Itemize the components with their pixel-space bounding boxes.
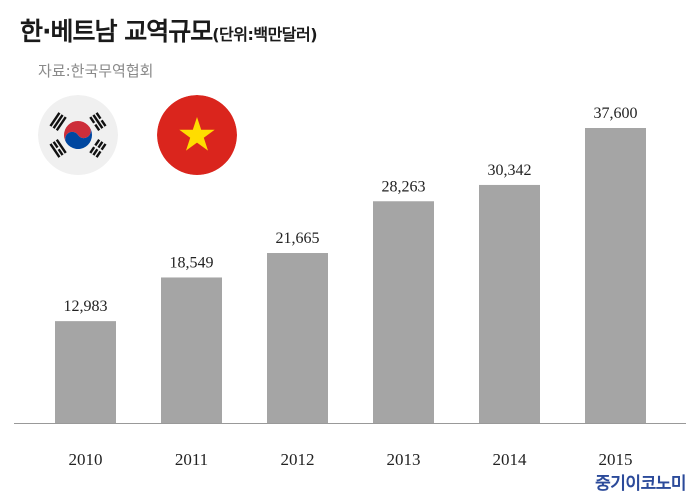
x-tick-2011: 2011 — [175, 450, 208, 469]
bar-2014 — [479, 184, 540, 423]
bar-2010 — [55, 321, 116, 423]
unit-label: (단위:백만달러) — [212, 25, 318, 44]
x-tick-2015: 2015 — [599, 450, 633, 469]
value-label-2010: 12,983 — [64, 298, 108, 315]
title-row: 한·베트남 교역규모(단위:백만달러) — [20, 12, 318, 48]
x-tick-2013: 2013 — [387, 450, 421, 469]
x-tick-labels-group: 2010 2011 2012 2013 2014 2015 — [69, 450, 633, 469]
brand-logo: 중기이코노미 — [595, 474, 686, 494]
source-label: 자료:한국무역협회 — [38, 62, 154, 80]
x-tick-2014: 2014 — [493, 450, 528, 469]
bar-2012 — [267, 253, 328, 423]
value-label-2015: 37,600 — [594, 105, 638, 122]
value-label-2013: 28,263 — [382, 178, 426, 195]
bars-group — [55, 128, 646, 423]
value-label-2011: 18,549 — [170, 254, 214, 271]
value-labels-group: 12,983 18,549 21,665 28,263 30,342 37,600 — [64, 105, 638, 315]
value-label-2014: 30,342 — [488, 162, 532, 179]
bar-2015 — [585, 128, 646, 423]
x-tick-2012: 2012 — [281, 450, 315, 469]
value-label-2012: 21,665 — [276, 230, 320, 247]
bar-2013 — [373, 201, 434, 423]
south-korea-flag-icon — [38, 95, 118, 175]
vietnam-flag-icon — [157, 95, 237, 175]
chart-title: 한·베트남 교역규모 — [20, 17, 213, 46]
x-tick-2010: 2010 — [69, 450, 103, 469]
bar-2011 — [161, 277, 222, 423]
